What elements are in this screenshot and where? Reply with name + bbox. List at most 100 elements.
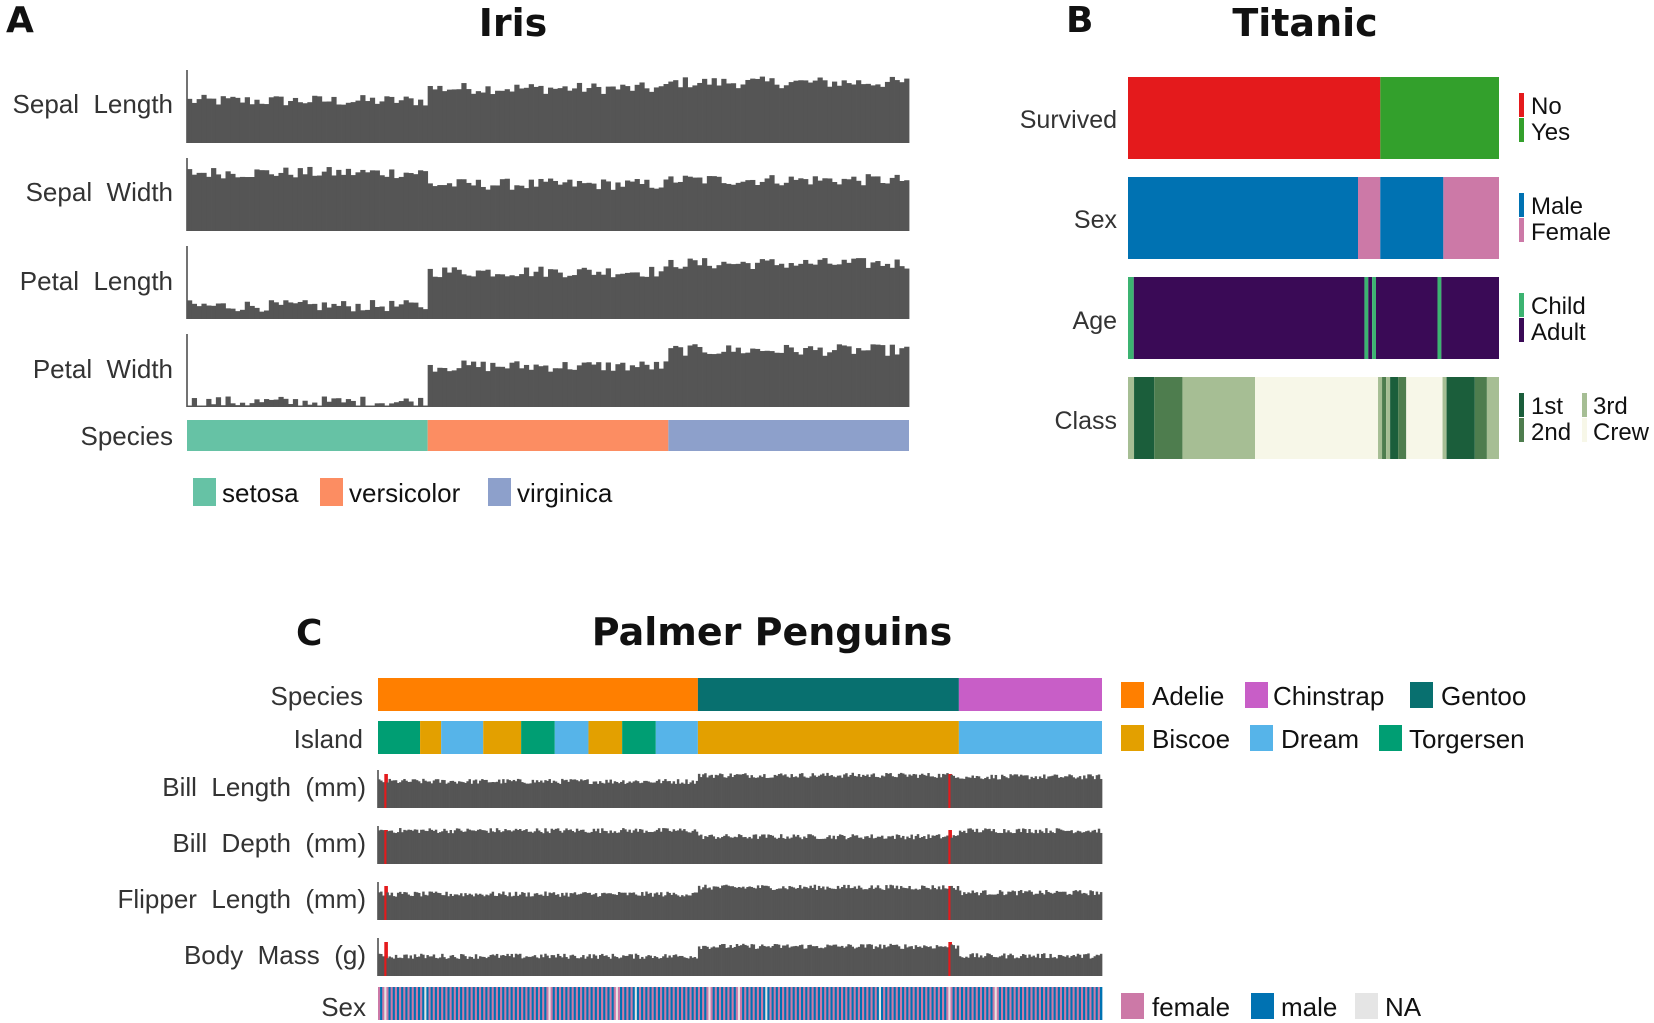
penguins-bar: [643, 780, 646, 808]
penguins-bar: [1083, 775, 1086, 808]
legend-label-gentoo: Gentoo: [1441, 681, 1526, 711]
penguins-bar: [660, 958, 663, 976]
penguins-bar: [422, 954, 425, 976]
penguins-bar: [790, 946, 793, 976]
penguins-sex-stripe: [1030, 987, 1033, 1020]
titanic-segment-2nd: [1154, 377, 1183, 459]
iris-bar: [812, 350, 818, 407]
legend-swatch-chinstrap: [1245, 682, 1268, 708]
penguins-bar: [960, 778, 964, 808]
iris-bar: [634, 272, 640, 319]
penguins-bar: [1036, 953, 1040, 976]
penguins-bar: [811, 887, 815, 920]
penguins-bar: [876, 947, 880, 976]
penguins-bar: [1005, 958, 1008, 976]
penguins-bar: [415, 829, 419, 864]
penguins-sex-stripe: [1099, 987, 1103, 1020]
penguins-bar: [697, 773, 701, 808]
penguins-bar: [965, 776, 968, 808]
iris-bar: [880, 86, 886, 143]
penguins-bar: [758, 946, 762, 976]
legend-swatch-male: [1519, 193, 1524, 217]
penguins-bar: [893, 838, 897, 864]
iris-bar: [567, 90, 573, 143]
penguins-bar: [523, 892, 526, 920]
iris-bar: [538, 266, 544, 319]
penguins-bar: [758, 775, 762, 808]
penguins-sex-stripe: [607, 987, 610, 1020]
iris-bar: [788, 82, 794, 143]
penguins-sex-stripe: [965, 987, 968, 1020]
penguins-bar: [624, 955, 627, 976]
penguins-bar: [723, 835, 726, 864]
penguins-bar: [990, 955, 993, 976]
penguins-bar: [636, 781, 640, 808]
iris-bar: [875, 344, 881, 407]
penguins-bar: [965, 893, 968, 920]
penguins-bar: [771, 835, 775, 864]
penguins-sex-stripe: [1080, 987, 1084, 1020]
penguins-sex-stripe: [952, 987, 956, 1020]
iris-bar: [846, 262, 852, 319]
penguins-bar: [1074, 778, 1078, 808]
legend-label-male-penguin: male: [1281, 992, 1337, 1022]
penguins-sex-stripe: [994, 987, 998, 1020]
iris-bar: [754, 348, 761, 407]
iris-bar: [307, 166, 313, 231]
penguins-sex-stripe: [1076, 987, 1080, 1020]
penguins-bar: [601, 953, 604, 976]
penguins-sex-stripe: [527, 987, 530, 1020]
penguins-bar: [474, 831, 478, 864]
iris-bar: [581, 183, 587, 231]
penguins-bar: [929, 946, 932, 976]
penguins-bar: [1095, 775, 1099, 808]
iris-bar: [591, 183, 597, 231]
penguins-bar: [834, 944, 838, 976]
penguins-bar: [681, 830, 684, 864]
penguins-bar: [668, 781, 671, 808]
penguins-bar: [647, 781, 650, 808]
penguins-bar: [531, 832, 535, 864]
penguins-bar: [979, 955, 983, 976]
penguins-bar: [939, 946, 943, 976]
iris-bar: [904, 268, 910, 319]
penguins-species-bar: [378, 678, 1102, 711]
penguins-bar: [497, 830, 501, 864]
penguins-bar: [904, 944, 907, 976]
penguins-bar: [542, 957, 545, 976]
penguins-bar: [864, 889, 867, 920]
penguins-bar: [735, 944, 739, 976]
penguins-bar: [727, 947, 730, 976]
penguins-bar: [1040, 892, 1044, 920]
penguins-bar: [411, 895, 415, 920]
iris-bar: [283, 398, 289, 407]
legend-label-adelie: Adelie: [1152, 681, 1224, 711]
titanic-bar-age: [1128, 277, 1499, 359]
iris-bar: [557, 368, 563, 407]
penguins-sex-stripe: [946, 987, 949, 1020]
iris-bar: [220, 178, 226, 231]
penguins-bar: [708, 835, 711, 864]
iris-bar: [634, 84, 640, 143]
penguins-bar: [567, 830, 570, 864]
penguins-bar: [615, 781, 619, 808]
iris-bar: [345, 306, 352, 319]
penguins-bar: [1007, 955, 1010, 976]
penguins-bar: [681, 895, 684, 920]
penguins-bar: [910, 889, 913, 920]
penguins-bar: [559, 830, 562, 864]
iris-bar: [629, 181, 636, 231]
penguins-bar: [380, 780, 383, 808]
penguins-bar: [756, 777, 760, 808]
penguins-bar: [914, 888, 918, 920]
penguins-bar: [508, 830, 511, 864]
penguins-bar: [950, 774, 953, 808]
penguins-bar: [853, 835, 857, 864]
penguins-bar: [902, 773, 905, 808]
penguins-bar: [939, 838, 943, 864]
penguins-bar: [796, 834, 800, 864]
penguins-bar: [445, 830, 448, 864]
panel-letter-a: A: [6, 0, 34, 41]
penguins-sex-stripe: [1038, 987, 1042, 1020]
penguins-sex-stripe: [485, 987, 488, 1020]
